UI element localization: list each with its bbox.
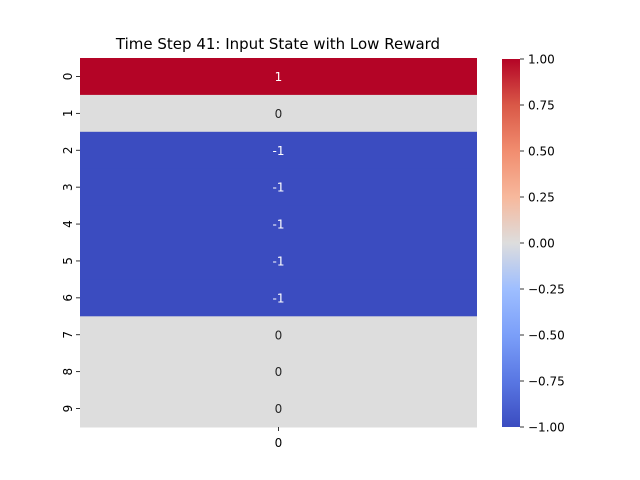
cell-annotation: 0 [275, 365, 283, 379]
x-axis-ticks: 0 [275, 427, 283, 450]
heatmap-cell [80, 242, 477, 280]
heatmap-cell [80, 205, 477, 243]
cell-annotation: 0 [275, 328, 283, 342]
y-tick-label: 6 [61, 294, 75, 302]
colorbar-tick-label: 1.00 [528, 53, 555, 67]
heatmap-cell [80, 316, 477, 354]
cell-annotation: 0 [275, 107, 283, 121]
colorbar-tick-label: 0.75 [528, 99, 555, 113]
heatmap-cell [80, 58, 477, 96]
x-tick-label: 0 [275, 436, 283, 450]
heatmap-cell [80, 94, 477, 133]
y-tick-label: 8 [61, 368, 75, 376]
cell-annotation: 0 [275, 402, 283, 416]
colorbar-tick-label: −0.75 [528, 375, 565, 389]
y-tick-label: 1 [61, 110, 75, 118]
cell-annotation: 1 [275, 70, 283, 84]
cell-annotation: -1 [273, 291, 285, 305]
colorbar-ticks: 1.00 0.75 0.50 0.25 0.00 −0.25 −0.50 −0.75 −1.00 [520, 53, 565, 435]
colorbar-tick-label: −1.00 [528, 421, 565, 435]
colorbar-tick-label: −0.50 [528, 329, 565, 343]
y-tick-label: 0 [61, 73, 75, 81]
y-tick-label: 2 [61, 146, 75, 154]
y-tick-label: 4 [61, 220, 75, 228]
heatmap-cell [80, 353, 477, 391]
y-tick-label: 7 [61, 331, 75, 339]
y-tick-label: 9 [61, 405, 75, 413]
heatmap-cells [80, 58, 477, 428]
heatmap-cell [80, 390, 477, 428]
colorbar-tick-label: 0.00 [528, 237, 555, 251]
cell-annotation: -1 [273, 218, 285, 232]
cell-annotation: -1 [273, 181, 285, 195]
heatmap-cell [80, 168, 477, 207]
chart-title: Time Step 41: Input State with Low Rewar… [115, 35, 440, 53]
cell-annotations: 1 0 -1 -1 -1 -1 -1 0 0 0 [273, 70, 285, 416]
y-tick-label: 5 [61, 257, 75, 265]
heatmap-cell [80, 279, 477, 317]
colorbar-tick-label: 0.50 [528, 145, 555, 159]
colorbar-tick-label: −0.25 [528, 283, 565, 297]
y-tick-label: 3 [61, 183, 75, 191]
cell-annotation: -1 [273, 254, 285, 268]
y-axis-ticks: 0 1 2 3 4 5 6 7 8 9 [61, 73, 80, 413]
cell-annotation: -1 [273, 144, 285, 158]
colorbar-tick-label: 0.25 [528, 191, 555, 205]
heatmap-cell [80, 131, 477, 170]
colorbar [502, 59, 520, 427]
